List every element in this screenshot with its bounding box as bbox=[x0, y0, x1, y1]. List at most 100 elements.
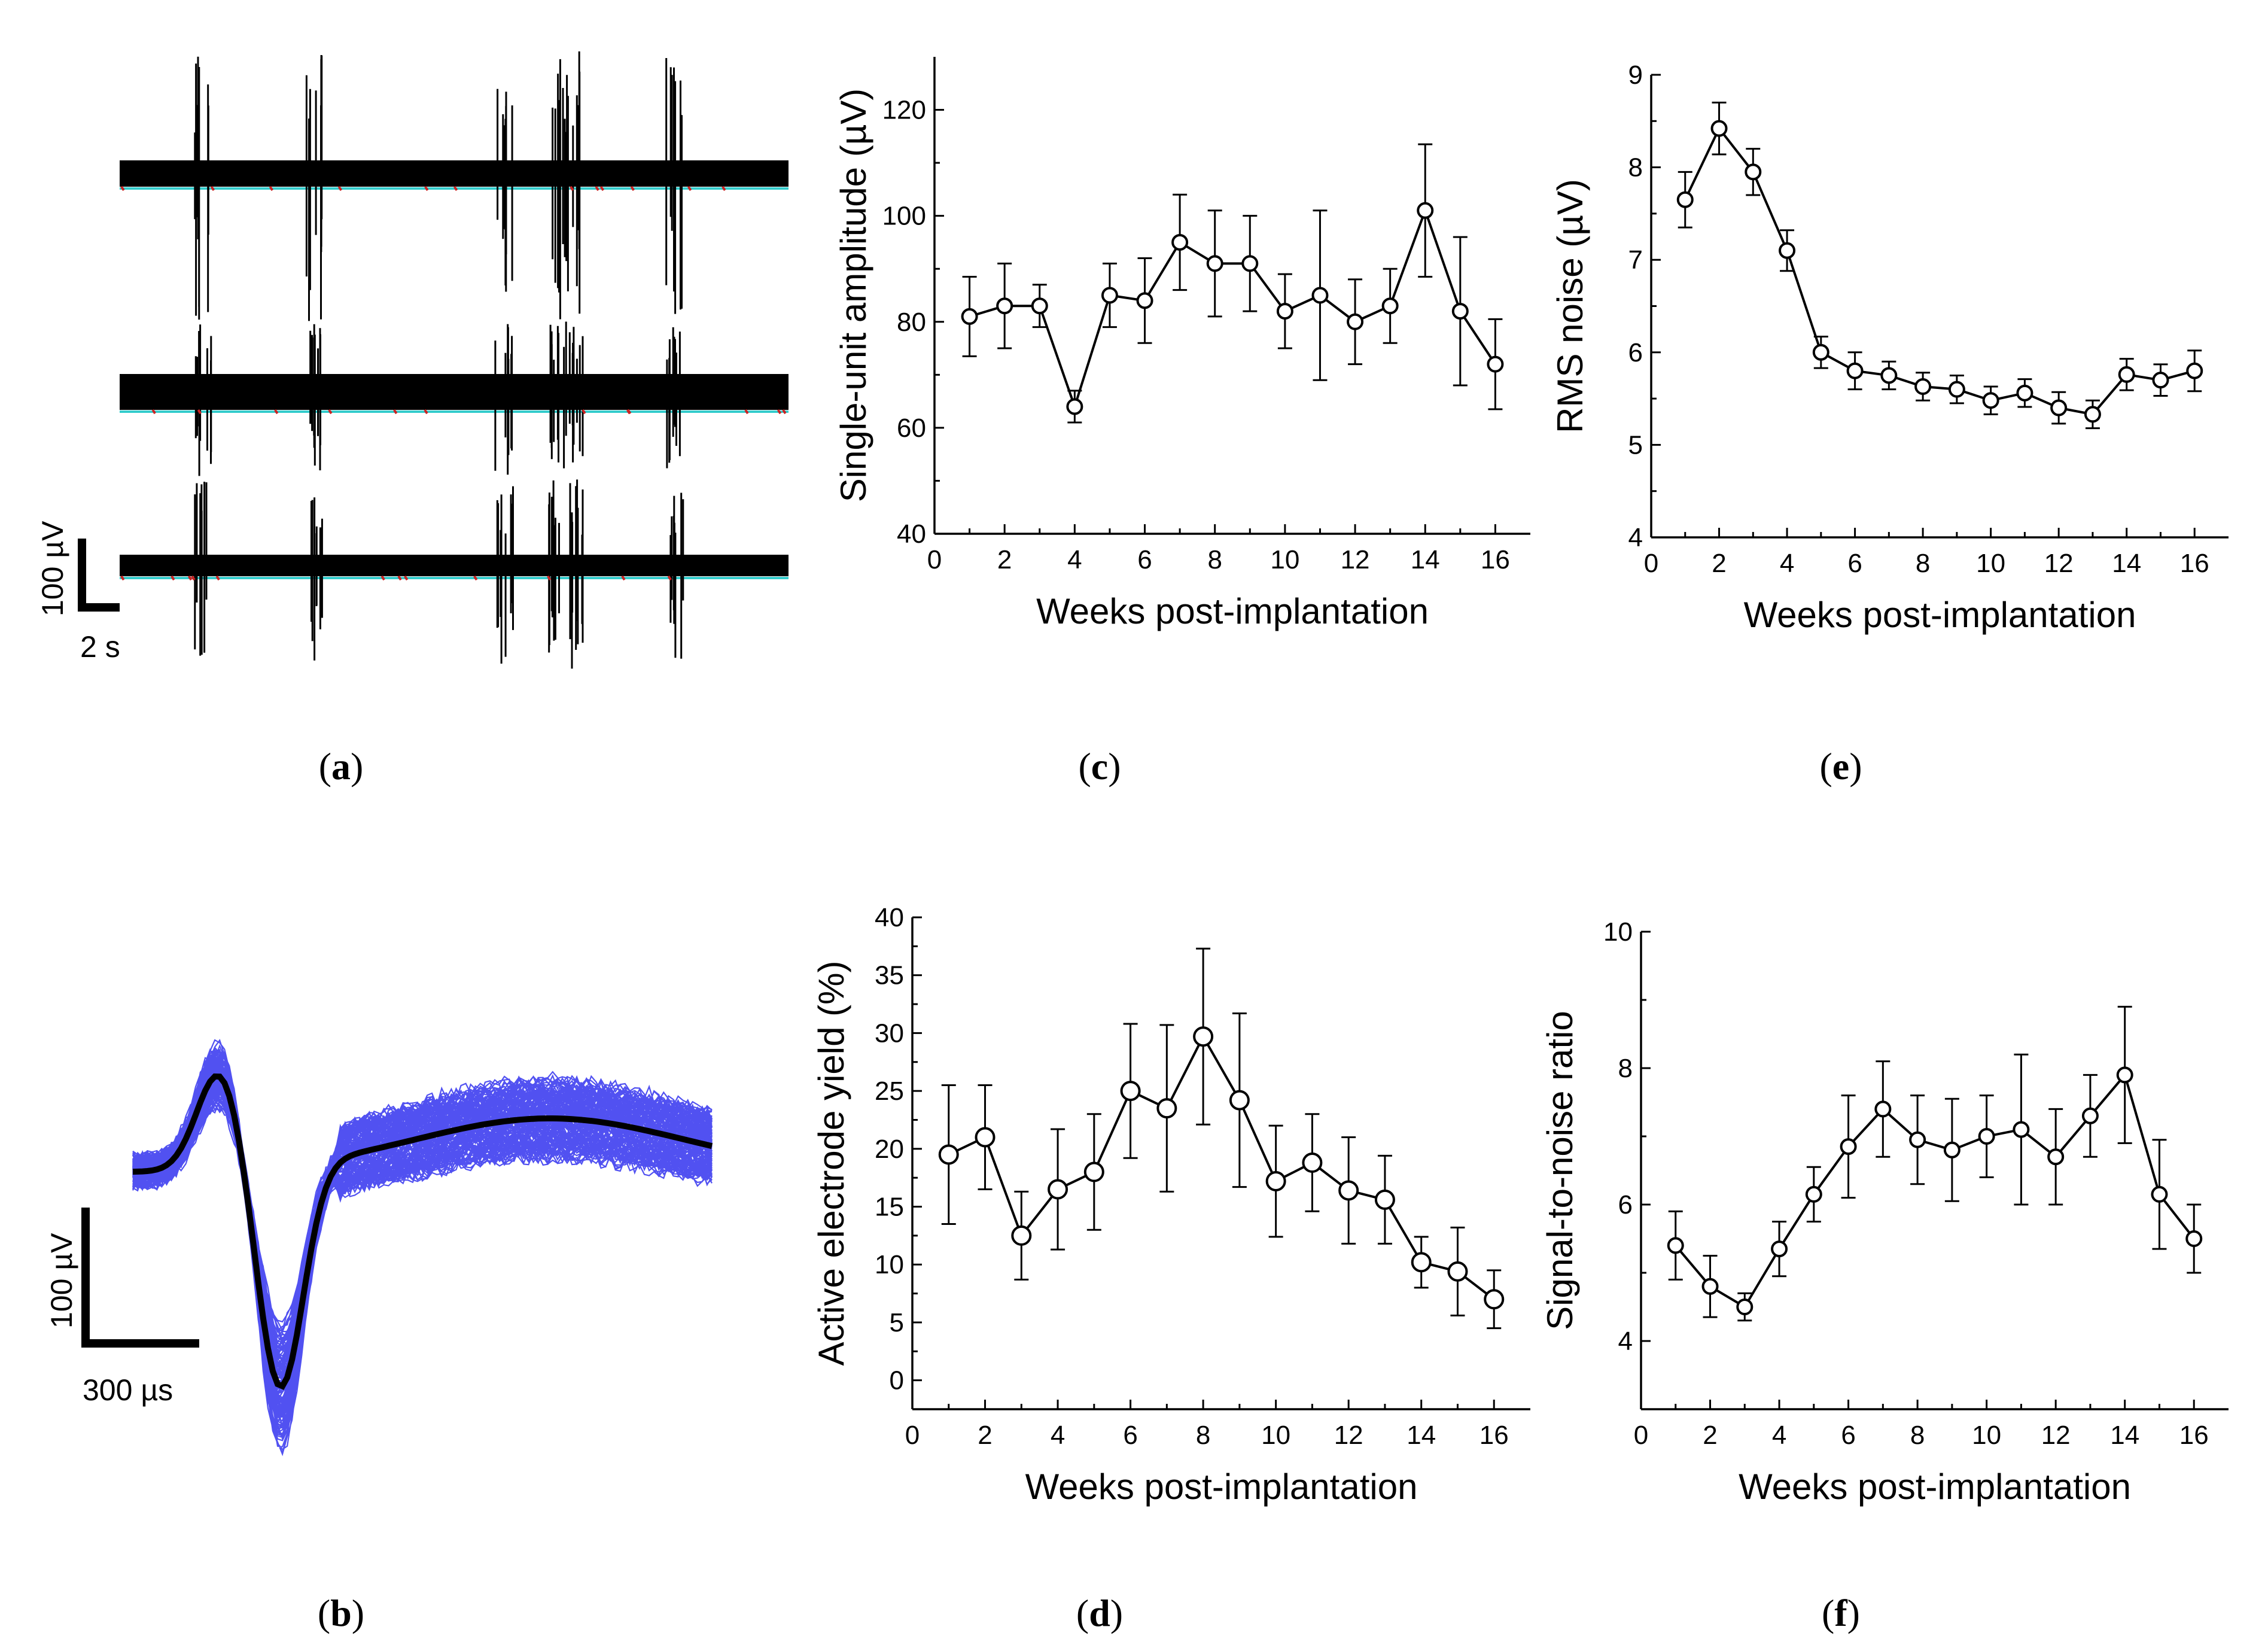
x-tick-label: 12 bbox=[1341, 545, 1370, 574]
data-point bbox=[2185, 1230, 2203, 1247]
data-point bbox=[1083, 1161, 1104, 1182]
scale-bar-b-time: 300 µs bbox=[83, 1373, 173, 1407]
data-point bbox=[2047, 1148, 2065, 1166]
threshold-crossing bbox=[722, 186, 726, 191]
chart-e: 0 2 4 6 8 10 12 14 16 4 5 6 7 8 9 Weeks post-implantati… bbox=[1550, 60, 2229, 635]
threshold-crossing bbox=[120, 186, 125, 191]
data-point bbox=[1265, 1170, 1286, 1191]
x-tick-label: 6 bbox=[1847, 549, 1862, 578]
threshold-crossing bbox=[424, 409, 428, 415]
x-tick-label: 8 bbox=[1196, 1421, 1210, 1450]
threshold-crossing bbox=[328, 409, 333, 415]
data-point bbox=[1914, 378, 1932, 396]
x-tick-label: 14 bbox=[1411, 545, 1440, 574]
data-point bbox=[1943, 1141, 1960, 1158]
x-tick-label: 16 bbox=[2180, 549, 2209, 578]
data-point bbox=[1874, 1100, 1892, 1118]
x-tick-label: 2 bbox=[997, 545, 1012, 574]
noise-band bbox=[120, 160, 789, 187]
spike-bursts bbox=[194, 479, 684, 669]
x-tick-label: 2 bbox=[1712, 549, 1726, 578]
threshold-crossing bbox=[151, 409, 156, 415]
data-point bbox=[2081, 1107, 2099, 1124]
data-point bbox=[1676, 191, 1694, 208]
y-tick-label: 7 bbox=[1628, 245, 1643, 275]
threshold-crossing bbox=[744, 409, 749, 415]
data-point bbox=[1451, 303, 1469, 320]
threshold-crossing bbox=[687, 186, 692, 191]
y-tick-label: 5 bbox=[890, 1308, 904, 1337]
series-line bbox=[1675, 1072, 2195, 1309]
panel-label-a: (a) bbox=[319, 745, 364, 787]
data-point bbox=[1048, 1179, 1068, 1200]
threshold-crossing bbox=[187, 575, 193, 581]
y-tick-label: 40 bbox=[897, 519, 926, 549]
data-point bbox=[975, 1127, 996, 1148]
x-tick-label: 12 bbox=[2041, 1421, 2071, 1450]
x-tick-label: 8 bbox=[1910, 1421, 1925, 1450]
y-axis-title: Signal-to-noise ratio bbox=[1540, 1011, 1580, 1330]
data-point bbox=[1066, 398, 1083, 415]
data-point bbox=[1136, 292, 1153, 309]
threshold-crossing bbox=[582, 409, 586, 415]
scale-bar-a-time: 2 s bbox=[80, 630, 120, 664]
y-tick-label: 6 bbox=[1628, 338, 1643, 367]
y-tick-label: 4 bbox=[1618, 1327, 1633, 1356]
scale-bar-b-amplitude: 100 µV bbox=[45, 1233, 78, 1328]
chart-f: 0 2 4 6 8 10 12 14 16 4 6 8 10 Weeks post-implantatio… bbox=[1540, 917, 2229, 1507]
y-axis-title: RMS noise (µV) bbox=[1550, 179, 1590, 433]
data-point bbox=[2152, 372, 2169, 389]
y-tick-label: 120 bbox=[882, 96, 926, 125]
x-tick-label: 10 bbox=[1261, 1421, 1290, 1450]
x-tick-label: 6 bbox=[1137, 545, 1152, 574]
threshold-crossing bbox=[782, 409, 787, 415]
data-point bbox=[2151, 1185, 2168, 1203]
y-tick-label: 8 bbox=[1628, 153, 1643, 183]
y-tick-label: 10 bbox=[875, 1250, 904, 1279]
data-point bbox=[1011, 1225, 1032, 1246]
x-tick-label: 16 bbox=[1479, 1421, 1509, 1450]
data-point bbox=[1701, 1278, 1719, 1295]
data-point bbox=[2186, 362, 2203, 379]
scale-bar-b: 100 µV 300 µs bbox=[45, 1208, 199, 1407]
data-point bbox=[1338, 1180, 1359, 1201]
y-tick-label: 25 bbox=[875, 1077, 904, 1106]
series-line bbox=[948, 1033, 1495, 1300]
scale-bar-a: 100 µV 2 s bbox=[36, 521, 120, 664]
data-point bbox=[1120, 1081, 1141, 1102]
x-axis-title: Weeks post-implantation bbox=[1739, 1467, 2131, 1507]
threshold-crossing bbox=[424, 186, 429, 191]
x-tick-label: 12 bbox=[1334, 1421, 1363, 1450]
data-point bbox=[1771, 1240, 1788, 1258]
threshold-crossing bbox=[380, 575, 385, 581]
mean-waveform bbox=[132, 1073, 713, 1390]
data-point bbox=[2116, 1066, 2133, 1084]
threshold-crossing bbox=[274, 409, 279, 415]
data-point bbox=[1978, 1128, 1995, 1145]
threshold-crossing bbox=[337, 186, 343, 191]
x-tick-label: 2 bbox=[1703, 1421, 1717, 1450]
x-tick-label: 4 bbox=[1780, 549, 1794, 578]
threshold-crossing bbox=[397, 575, 402, 581]
data-point bbox=[1840, 1138, 1857, 1155]
scale-bar-a-amplitude: 100 µV bbox=[36, 521, 69, 616]
x-tick-label: 10 bbox=[1972, 1421, 2001, 1450]
data-point bbox=[1229, 1090, 1250, 1111]
data-point bbox=[938, 1144, 959, 1165]
x-tick-label: 4 bbox=[1051, 1421, 1065, 1450]
data-point bbox=[1411, 1252, 1432, 1273]
y-tick-label: 40 bbox=[875, 903, 904, 932]
x-tick-label: 16 bbox=[2179, 1421, 2209, 1450]
trace-2 bbox=[120, 321, 789, 476]
y-tick-label: 0 bbox=[890, 1366, 904, 1395]
y-tick-label: 100 bbox=[882, 202, 926, 231]
data-point bbox=[1846, 362, 1864, 379]
threshold-crossing bbox=[473, 575, 478, 581]
waveform-traces bbox=[132, 1039, 713, 1456]
panel-label-c: (c) bbox=[1078, 745, 1121, 787]
threshold-crossing bbox=[210, 186, 215, 191]
data-point bbox=[2013, 1121, 2030, 1138]
data-point bbox=[1031, 297, 1048, 315]
data-point bbox=[1880, 367, 1898, 384]
